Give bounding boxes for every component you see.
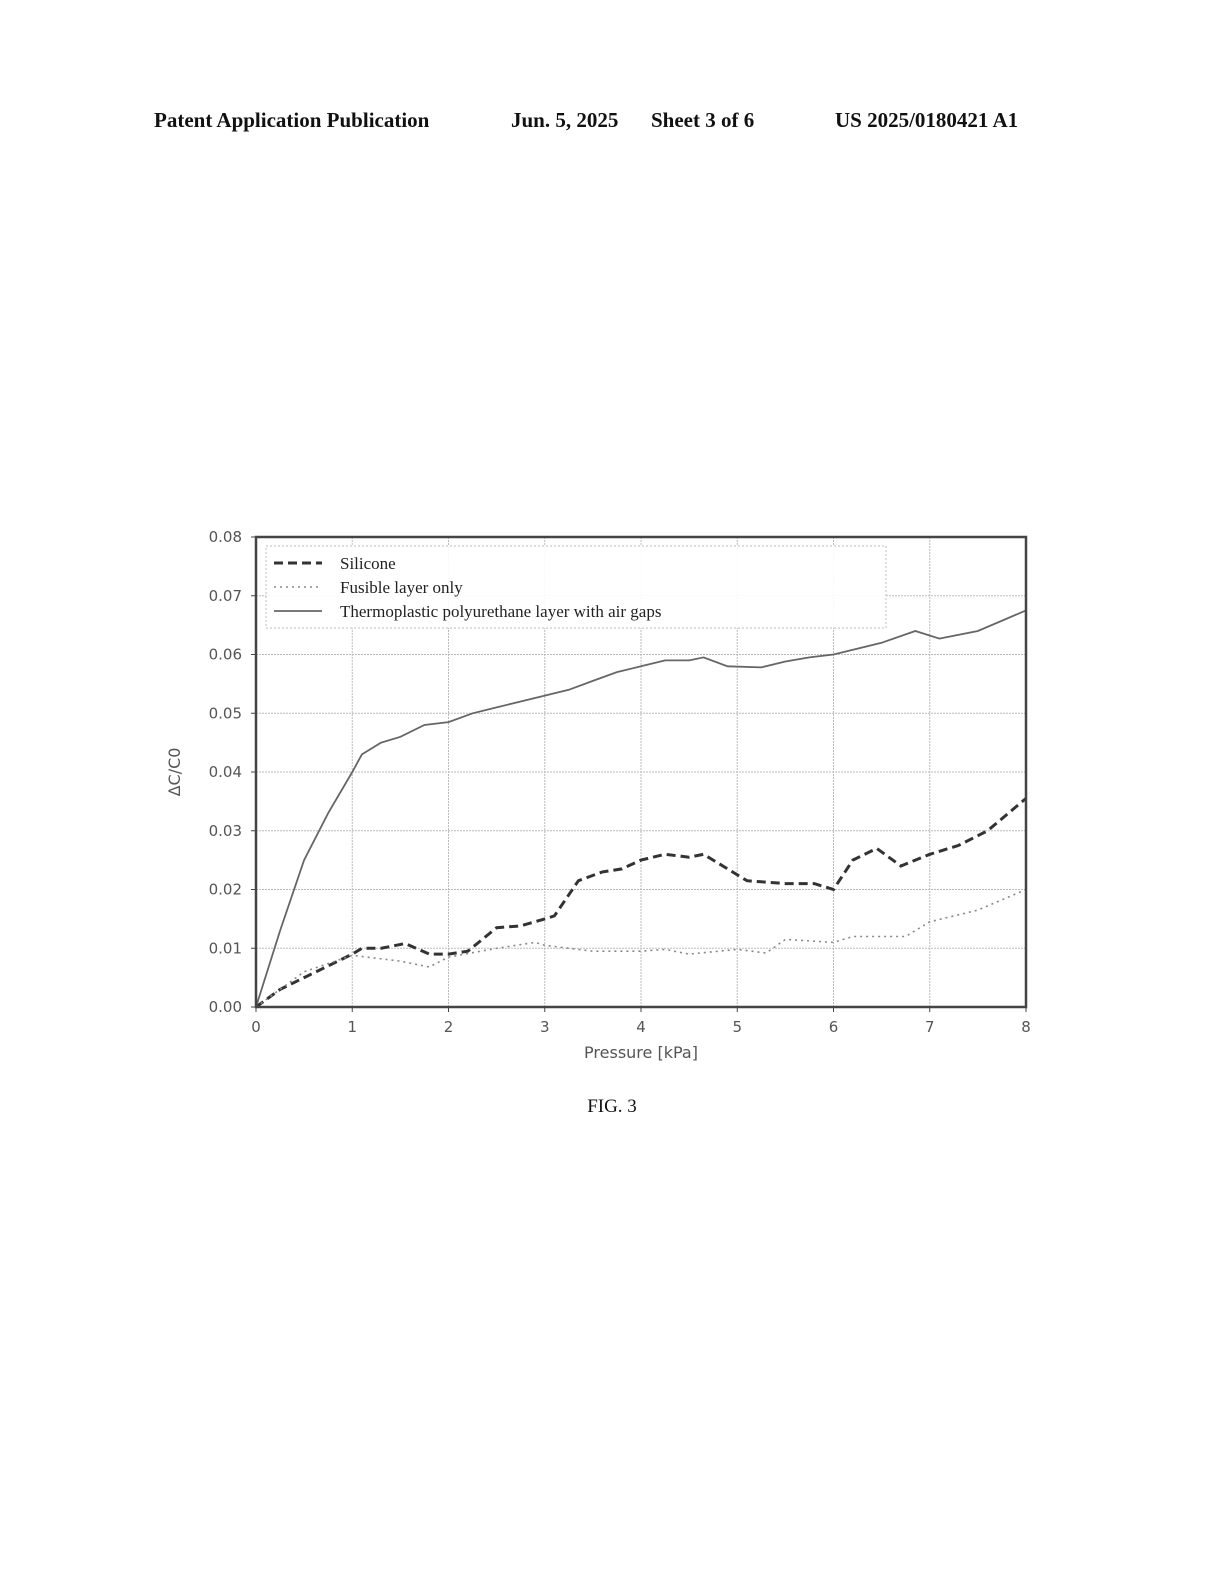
y-tick-label: 0.00 [209, 998, 242, 1016]
x-tick-label: 2 [444, 1018, 454, 1036]
legend-label: Silicone [340, 554, 396, 573]
series-line-dashed [255, 797, 1027, 1009]
y-tick-label: 0.06 [209, 646, 242, 664]
header-sheet: Sheet 3 of 6 [651, 108, 755, 132]
x-tick-label: 0 [251, 1018, 261, 1036]
x-tick-label: 4 [636, 1018, 646, 1036]
x-tick-label: 7 [925, 1018, 935, 1036]
y-tick-label: 0.04 [209, 763, 242, 781]
y-axis-label: ΔC/C0 [165, 748, 184, 797]
y-tick-label: 0.03 [209, 822, 242, 840]
legend-label: Thermoplastic polyurethane layer with ai… [340, 602, 661, 621]
legend: Silicone Fusible layer only Thermoplastic … [265, 545, 887, 629]
y-tick-label: 0.01 [209, 939, 242, 957]
figure-caption: FIG. 3 [587, 1096, 637, 1117]
y-tick-label: 0.07 [209, 587, 242, 605]
series-line-solid [255, 609, 1027, 1008]
legend-box [265, 545, 887, 629]
y-tick-label: 0.02 [209, 881, 242, 899]
x-tick-label: 6 [829, 1018, 839, 1036]
header-date: Jun. 5, 2025 [511, 108, 619, 132]
x-tick-label: 3 [540, 1018, 550, 1036]
y-tick-label: 0.08 [209, 528, 242, 546]
y-tick-label: 0.05 [209, 704, 242, 722]
header-patent-number: US 2025/0180421 A1 [835, 108, 1019, 132]
x-tick-label: 5 [732, 1018, 742, 1036]
legend-label: Fusible layer only [340, 578, 463, 597]
x-tick-label: 1 [347, 1018, 357, 1036]
series-line-dotted [255, 888, 1027, 1008]
x-axis-label: Pressure [kPa] [584, 1043, 698, 1062]
header-publication-label: Patent Application Publication [154, 108, 430, 132]
x-tick-label: 8 [1021, 1018, 1031, 1036]
